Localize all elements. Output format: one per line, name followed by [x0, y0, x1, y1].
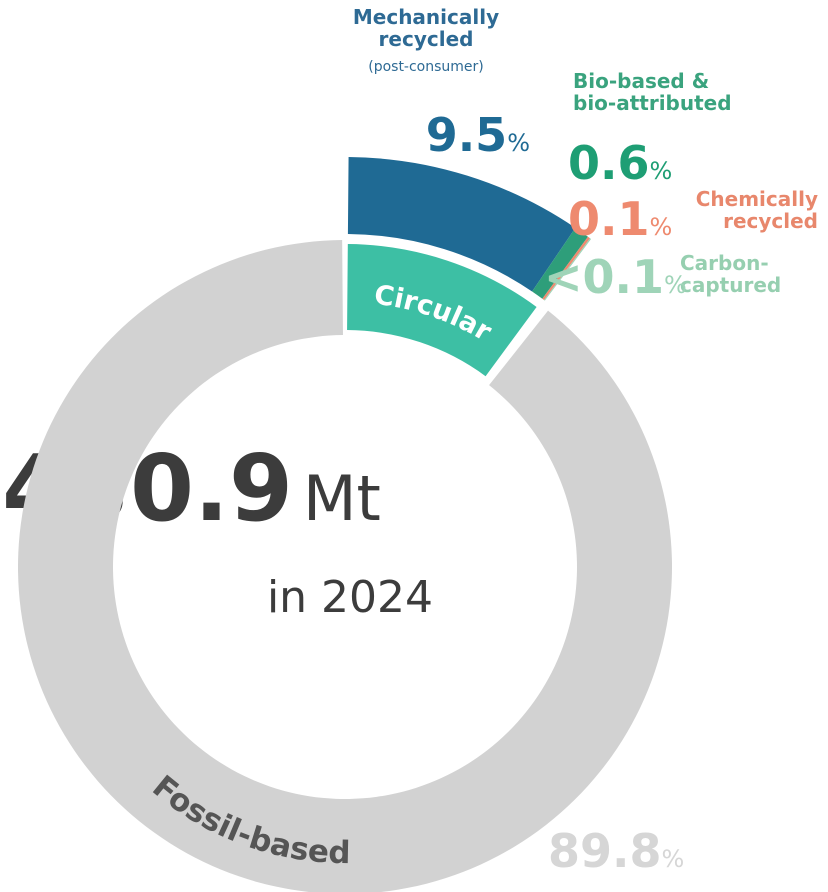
value-label: 0.6%	[568, 136, 673, 190]
segment-name: Mechanically recycled	[352, 5, 500, 52]
segment-name: Bio-based & bio-attributed	[573, 69, 732, 116]
value-label: <0.1%	[544, 250, 687, 304]
segment-name: Carbon- captured	[680, 251, 782, 298]
segment	[17, 240, 672, 892]
value-label: 0.1%	[568, 192, 673, 246]
value-label: 9.5%	[425, 108, 530, 162]
center-unit: Mt	[303, 462, 381, 535]
circular-band	[347, 244, 537, 377]
segment	[347, 157, 576, 292]
value-label: 89.8%	[548, 824, 685, 878]
segment-name: Chemically recycled	[695, 187, 818, 234]
segment	[542, 236, 591, 301]
center-subtitle: in 2024	[267, 572, 433, 623]
segment-note: (post-consumer)	[368, 59, 484, 75]
segment	[544, 238, 592, 301]
segment	[532, 227, 588, 299]
